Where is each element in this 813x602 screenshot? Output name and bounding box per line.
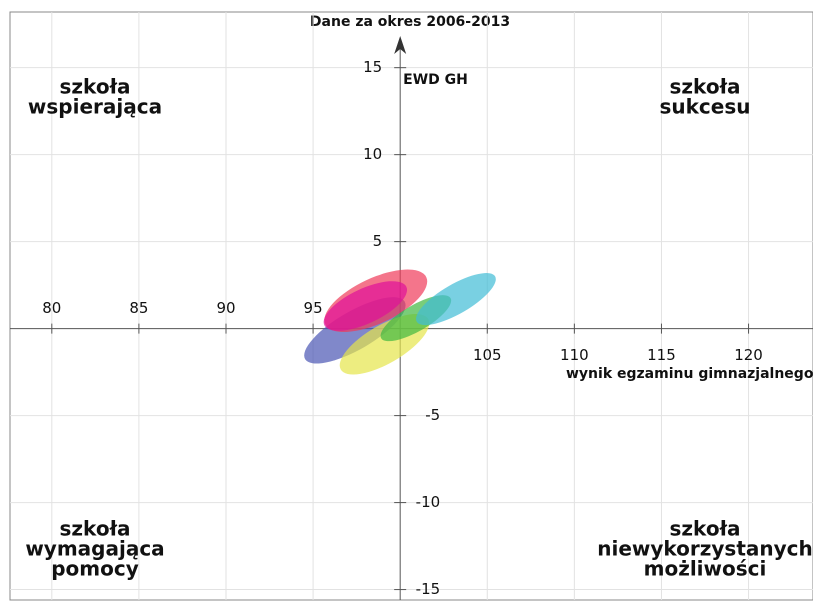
quadrant-label: niewykorzystanych [597, 537, 813, 561]
x-tick-label: 115 [647, 346, 676, 364]
quadrant-label: szkoła [60, 517, 131, 541]
chart-title: Dane za okres 2006-2013 [310, 14, 510, 30]
quadrant-label: szkoła [670, 517, 741, 541]
y-tick-label: -10 [416, 493, 441, 511]
ellipse [323, 281, 408, 331]
x-tick-label: 110 [560, 346, 589, 364]
x-tick-label: 85 [129, 299, 148, 317]
x-tick-label: 80 [42, 299, 61, 317]
plot-frame [9, 11, 813, 601]
y-tick-label: -15 [416, 580, 441, 598]
y-tick-label: 5 [373, 232, 383, 250]
y-tick-label: 10 [363, 145, 382, 163]
quadrant-label: sukcesu [659, 95, 750, 119]
x-tick-label: 90 [216, 299, 235, 317]
ellipse [416, 273, 496, 326]
y-axis-label: EWD GH [403, 72, 468, 88]
quadrant-label: szkoła [670, 75, 741, 99]
y-tick-label: -5 [425, 406, 440, 424]
x-axis-label: wynik egzaminu gimnazjalnego [566, 366, 813, 382]
quadrant-label: pomocy [51, 557, 139, 581]
x-tick-label: 105 [473, 346, 502, 364]
quadrant-label: wymagająca [25, 537, 164, 561]
quadrant-label: możliwości [644, 557, 767, 581]
y-tick-label: 15 [363, 58, 382, 76]
quadrant-label: wspierająca [28, 95, 162, 119]
x-tick-label: 95 [304, 299, 323, 317]
y-axis-arrow [394, 36, 407, 54]
x-tick-label: 120 [734, 346, 763, 364]
quadrant-label: szkoła [60, 75, 131, 99]
